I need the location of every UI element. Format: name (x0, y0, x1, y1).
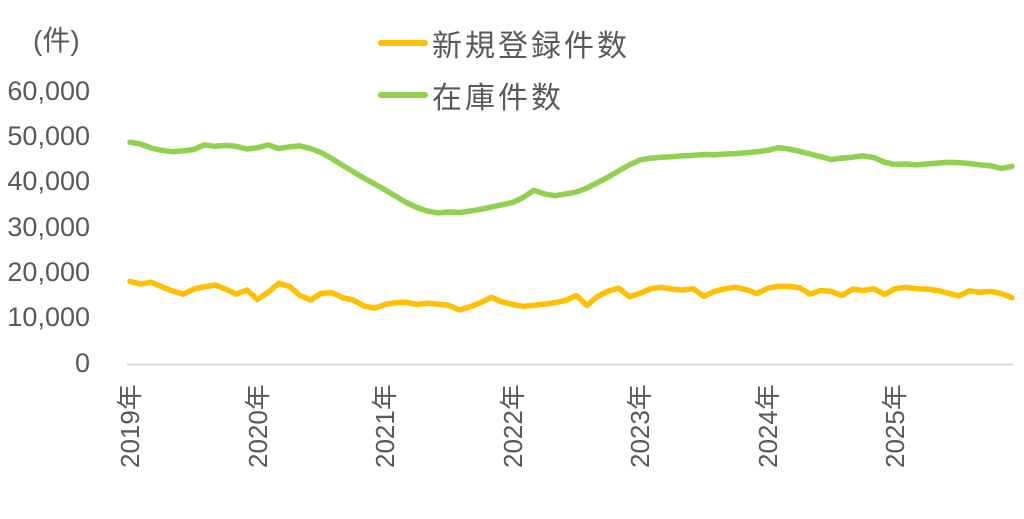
y-axis-tick-label: 30,000 (7, 211, 90, 242)
legend-item-inventory: 在庫件数 (378, 79, 630, 115)
x-axis-tick-label: 2021年 (370, 384, 401, 468)
legend-swatch-inventory-icon (378, 91, 428, 98)
legend-label-inventory: 在庫件数 (432, 81, 564, 115)
y-axis-tick-label: 0 (74, 347, 90, 378)
series-line-registrations (127, 278, 1015, 313)
y-axis-unit-label: (件) (33, 25, 80, 56)
x-axis-tick-label: 2019年 (115, 384, 145, 468)
x-axis-tick-label: 2024年 (752, 384, 783, 468)
x-axis-tick-label: 2022年 (497, 384, 528, 468)
y-axis-tick-label: 40,000 (7, 166, 90, 197)
y-axis-tick-label: 50,000 (7, 120, 90, 151)
legend-label-registrations: 新規登録件数 (432, 29, 630, 63)
y-axis-tick-label: 10,000 (7, 302, 90, 333)
x-axis-tick-label: 2023年 (625, 384, 656, 468)
legend-item-registrations: 新規登録件数 (378, 27, 630, 63)
legend-swatch-registrations-icon (378, 39, 428, 46)
chart-legend: 新規登録件数 在庫件数 (378, 27, 630, 115)
x-axis-tick-label: 2020年 (242, 384, 273, 468)
y-axis-tick-label: 20,000 (7, 256, 90, 287)
x-axis-tick-label: 2025年 (880, 384, 911, 468)
series-line-inventory (127, 139, 1015, 216)
y-axis-tick-label: 60,000 (7, 75, 90, 106)
